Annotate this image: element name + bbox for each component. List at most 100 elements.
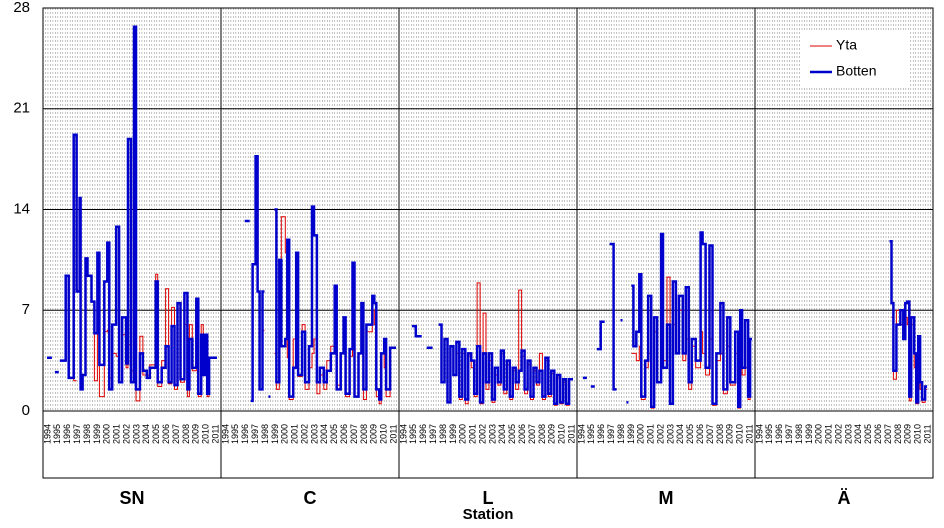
x-tick-label: 1998 [82,424,92,444]
x-tick-label: 1995 [764,424,774,444]
station-label: SN [119,488,144,508]
x-tick-label: 2009 [903,424,913,444]
x-tick-label: 2000 [280,424,290,444]
x-tick-label: 1996 [240,424,250,444]
x-axis-title: Station [463,506,514,523]
x-tick-label: 1996 [774,424,784,444]
x-tick-label: 1998 [794,424,804,444]
legend-label: Yta [836,37,857,53]
station-label: C [304,488,317,508]
x-tick-label: 2001 [290,424,300,444]
x-tick-label: 2003 [487,424,497,444]
x-tick-label: 2008 [359,424,369,444]
series-line [244,154,396,403]
x-tick-label: 2009 [547,424,557,444]
x-tick-label: 2007 [527,424,537,444]
x-tick-label: 1997 [606,424,616,444]
x-tick-label: 2006 [339,424,349,444]
y-tick-label: 0 [22,402,30,419]
x-tick-label: 2003 [131,424,141,444]
station-label: Ä [838,488,851,508]
x-tick-label: 1995 [230,424,240,444]
x-tick-label: 2002 [299,424,309,444]
x-tick-label: 2006 [161,424,171,444]
x-tick-label: 1994 [754,424,764,444]
x-tick-label: 1996 [418,424,428,444]
x-tick-label: 2004 [497,424,507,444]
x-tick-label: 2000 [102,424,112,444]
x-tick-label: 2000 [636,424,646,444]
series-lines [47,25,928,409]
x-tick-label: 1998 [260,424,270,444]
x-tick-label: 2005 [151,424,161,444]
legend-box [800,30,910,88]
labels: 1994 1995 1996 1997 1998 1999 2000 2001 2002 2003… [13,0,932,508]
x-tick-label: 2010 [735,424,745,444]
legend-label: Botten [836,63,876,79]
x-tick-label: 2006 [695,424,705,444]
x-tick-label: 1997 [250,424,260,444]
x-tick-label: 2010 [201,424,211,444]
station-label: L [483,488,494,508]
series-line [411,323,573,406]
x-tick-label: 2001 [468,424,478,444]
x-tick-label: 2003 [309,424,319,444]
x-tick-label: 2004 [141,424,151,444]
x-tick-label: 1998 [616,424,626,444]
x-tick-label: 2010 [379,424,389,444]
x-tick-label: 1996 [596,424,606,444]
x-tick-label: 2011 [566,424,576,443]
x-tick-label: 1997 [784,424,794,444]
x-tick-label: 2001 [824,424,834,444]
x-tick-label: 2010 [557,424,567,444]
x-tick-label: 2011 [388,424,398,443]
series-line [889,239,928,404]
x-tick-label: 2005 [329,424,339,444]
x-tick-label: 1994 [576,424,586,444]
x-tick-label: 1994 [398,424,408,444]
x-tick-label: 2001 [112,424,122,444]
x-tick-label: 2002 [833,424,843,444]
x-tick-label: 2009 [191,424,201,444]
x-tick-label: 1994 [42,424,52,444]
series-line [582,231,752,408]
x-tick-label: 2008 [537,424,547,444]
x-tick-label: 2008 [715,424,725,444]
x-tick-label: 2002 [655,424,665,444]
station-label: M [659,488,674,508]
x-tick-label: 2009 [725,424,735,444]
x-tick-label: 2002 [477,424,487,444]
x-tick-label: 1998 [438,424,448,444]
x-tick-label: 2007 [349,424,359,444]
x-tick-label: 2000 [814,424,824,444]
x-tick-label: 2002 [121,424,131,444]
x-tick-label: 1999 [448,424,458,444]
x-tick-label: 2003 [843,424,853,444]
y-tick-label: 7 [22,301,30,318]
x-tick-label: 2006 [873,424,883,444]
y-tick-label: 14 [13,200,30,217]
x-tick-label: 1994 [220,424,230,444]
x-tick-label: 1995 [408,424,418,444]
x-tick-label: 2005 [507,424,517,444]
x-tick-label: 2008 [181,424,191,444]
x-tick-label: 1995 [52,424,62,444]
x-tick-label: 1999 [626,424,636,444]
x-tick-label: 2009 [369,424,379,444]
x-tick-label: 2006 [517,424,527,444]
x-tick-label: 2004 [675,424,685,444]
x-tick-label: 2011 [744,424,754,443]
x-tick-label: 2011 [210,424,220,443]
x-tick-label: 2007 [883,424,893,444]
x-tick-label: 2008 [893,424,903,444]
plot-frame [42,7,934,479]
y-tick-label: 21 [13,100,30,117]
x-tick-label: 1999 [804,424,814,444]
x-tick-label: 2004 [319,424,329,444]
x-tick-label: 2007 [705,424,715,444]
x-tick-label: 1999 [270,424,280,444]
x-tick-label: 2003 [665,424,675,444]
x-tick-label: 1995 [586,424,596,444]
